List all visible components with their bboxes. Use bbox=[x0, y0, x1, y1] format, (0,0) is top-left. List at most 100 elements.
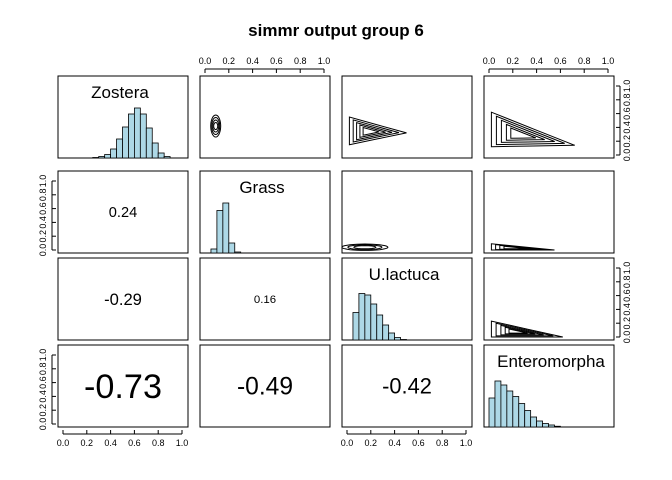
contour-ulactuca-grass bbox=[347, 244, 383, 251]
panel-frame bbox=[341, 75, 473, 159]
axis-tick-label: 1.0 bbox=[176, 438, 189, 448]
axis-tick-label: 0.0 bbox=[199, 56, 212, 66]
panel-frame bbox=[57, 344, 189, 428]
contour-ulactuca-zostera bbox=[348, 116, 407, 146]
axis-tick-label: 0.6 bbox=[554, 56, 567, 66]
panel-frame bbox=[57, 170, 189, 254]
contour-grass-zostera bbox=[212, 119, 220, 133]
contour-ulactuca-grass bbox=[341, 243, 389, 251]
histogram-bar-zostera bbox=[163, 156, 171, 159]
axis-tick-label: 0.2 bbox=[507, 56, 520, 66]
axis-tick-label: 1.0 bbox=[622, 80, 632, 93]
histogram-bar-u-lactuca bbox=[370, 303, 378, 341]
correlation-value: -0.73 bbox=[84, 368, 162, 406]
axis-tick-label: 0.4 bbox=[530, 56, 543, 66]
axis-tick-label: 1.0 bbox=[318, 56, 331, 66]
axis-tick-label: 0.8 bbox=[436, 438, 449, 448]
contour-enteromorpha-zostera bbox=[505, 123, 545, 141]
axis-tick-label: 0.0 bbox=[38, 418, 48, 431]
histogram-bar-u-lactuca bbox=[358, 293, 366, 341]
histogram-bar-grass bbox=[222, 202, 230, 254]
contour-ulactuca-zostera bbox=[352, 119, 400, 143]
correlation-value: -0.29 bbox=[104, 290, 142, 309]
contour-enteromorpha-grass bbox=[490, 243, 555, 251]
panel-frame bbox=[483, 75, 615, 159]
panel-frame bbox=[483, 257, 615, 341]
histogram-bar-enteromorpha bbox=[518, 403, 526, 428]
contour-enteromorpha-ulactuca bbox=[490, 320, 563, 338]
axis-tick-label: 1.0 bbox=[602, 56, 615, 66]
axis-tick-label: 0.6 bbox=[622, 289, 632, 302]
contour-enteromorpha-grass bbox=[503, 245, 530, 250]
panel-frame bbox=[483, 170, 615, 254]
histogram-bar-enteromorpha bbox=[512, 396, 520, 428]
axis-tick-label: 0.6 bbox=[412, 438, 425, 448]
axis-tick-label: 0.6 bbox=[270, 56, 283, 66]
axis-tick-label: 0.2 bbox=[365, 438, 378, 448]
axis-tick-label: 0.4 bbox=[38, 390, 48, 403]
axis-tick-label: 0.4 bbox=[388, 438, 401, 448]
histogram-bar-u-lactuca bbox=[394, 337, 401, 341]
axis-tick-label: 0.0 bbox=[38, 244, 48, 257]
axis-tick-label: 0.6 bbox=[38, 376, 48, 389]
histogram-bar-grass bbox=[234, 251, 242, 254]
histogram-bar-enteromorpha bbox=[488, 397, 496, 428]
contour-enteromorpha-zostera bbox=[490, 111, 575, 148]
histogram-bar-enteromorpha bbox=[530, 416, 538, 428]
histogram-bar-enteromorpha bbox=[494, 380, 502, 428]
histogram-bar-zostera bbox=[98, 156, 106, 159]
axis-tick-label: 0.0 bbox=[341, 438, 354, 448]
contour-grass-zostera bbox=[211, 116, 221, 136]
contour-ulactuca-zostera bbox=[362, 126, 380, 136]
histogram-bar-zostera bbox=[157, 152, 165, 159]
histogram-bar-zostera bbox=[151, 142, 159, 159]
histogram-bar-enteromorpha bbox=[524, 410, 532, 428]
axis-tick-label: 0.0 bbox=[622, 331, 632, 344]
histogram-bar-zostera bbox=[116, 138, 123, 159]
axis-tick-label: 0.8 bbox=[578, 56, 591, 66]
contour-enteromorpha-ulactuca bbox=[508, 328, 528, 334]
axis-tick-label: 0.4 bbox=[622, 121, 632, 134]
contour-enteromorpha-zostera bbox=[495, 115, 565, 146]
contour-ulactuca-grass bbox=[353, 245, 377, 250]
panel-frame bbox=[199, 170, 331, 254]
axis-tick-label: 0.8 bbox=[38, 189, 48, 202]
histogram-bar-enteromorpha bbox=[554, 425, 561, 428]
axis-tick-label: 0.0 bbox=[57, 438, 70, 448]
histogram-bar-u-lactuca bbox=[364, 294, 372, 341]
contour-enteromorpha-ulactuca bbox=[504, 326, 536, 335]
histogram-bar-zostera bbox=[122, 126, 129, 159]
panel-frame bbox=[341, 170, 473, 254]
contour-enteromorpha-grass bbox=[495, 244, 547, 251]
contour-enteromorpha-ulactuca bbox=[500, 324, 544, 336]
axis-tick-label: 1.0 bbox=[38, 175, 48, 188]
histogram-bar-enteromorpha bbox=[506, 390, 514, 428]
axis-tick-label: 0.2 bbox=[622, 135, 632, 148]
axis-tick-label: 0.8 bbox=[622, 94, 632, 107]
axis-tick-label: 0.4 bbox=[104, 438, 117, 448]
variable-label-enteromorpha: Enteromorpha bbox=[497, 352, 605, 371]
histogram-bar-zostera bbox=[110, 148, 117, 159]
axis-tick-label: 0.0 bbox=[622, 149, 632, 162]
panel-frame bbox=[341, 344, 473, 428]
panel-frame bbox=[199, 344, 331, 428]
histogram-bar-zostera bbox=[145, 127, 153, 159]
histogram-bar-u-lactuca bbox=[382, 324, 390, 341]
axis-tick-label: 1.0 bbox=[38, 349, 48, 362]
axis-tick-label: 0.4 bbox=[38, 216, 48, 229]
histogram-bar-enteromorpha bbox=[548, 424, 555, 428]
axis-tick-label: 0.6 bbox=[128, 438, 141, 448]
axis-tick-label: 0.2 bbox=[38, 404, 48, 417]
axis-tick-label: 0.4 bbox=[246, 56, 259, 66]
variable-label-grass: Grass bbox=[239, 178, 284, 197]
contour-ulactuca-zostera bbox=[359, 124, 386, 139]
histogram-bar-enteromorpha bbox=[536, 420, 543, 428]
panel-frame bbox=[199, 75, 331, 159]
correlation-value: 0.16 bbox=[254, 294, 276, 306]
axis-tick-label: 0.8 bbox=[622, 276, 632, 289]
correlation-value: -0.49 bbox=[237, 374, 293, 401]
histogram-bar-u-lactuca bbox=[400, 339, 407, 341]
histogram-bar-zostera bbox=[104, 154, 112, 159]
axis-tick-label: 0.8 bbox=[294, 56, 307, 66]
